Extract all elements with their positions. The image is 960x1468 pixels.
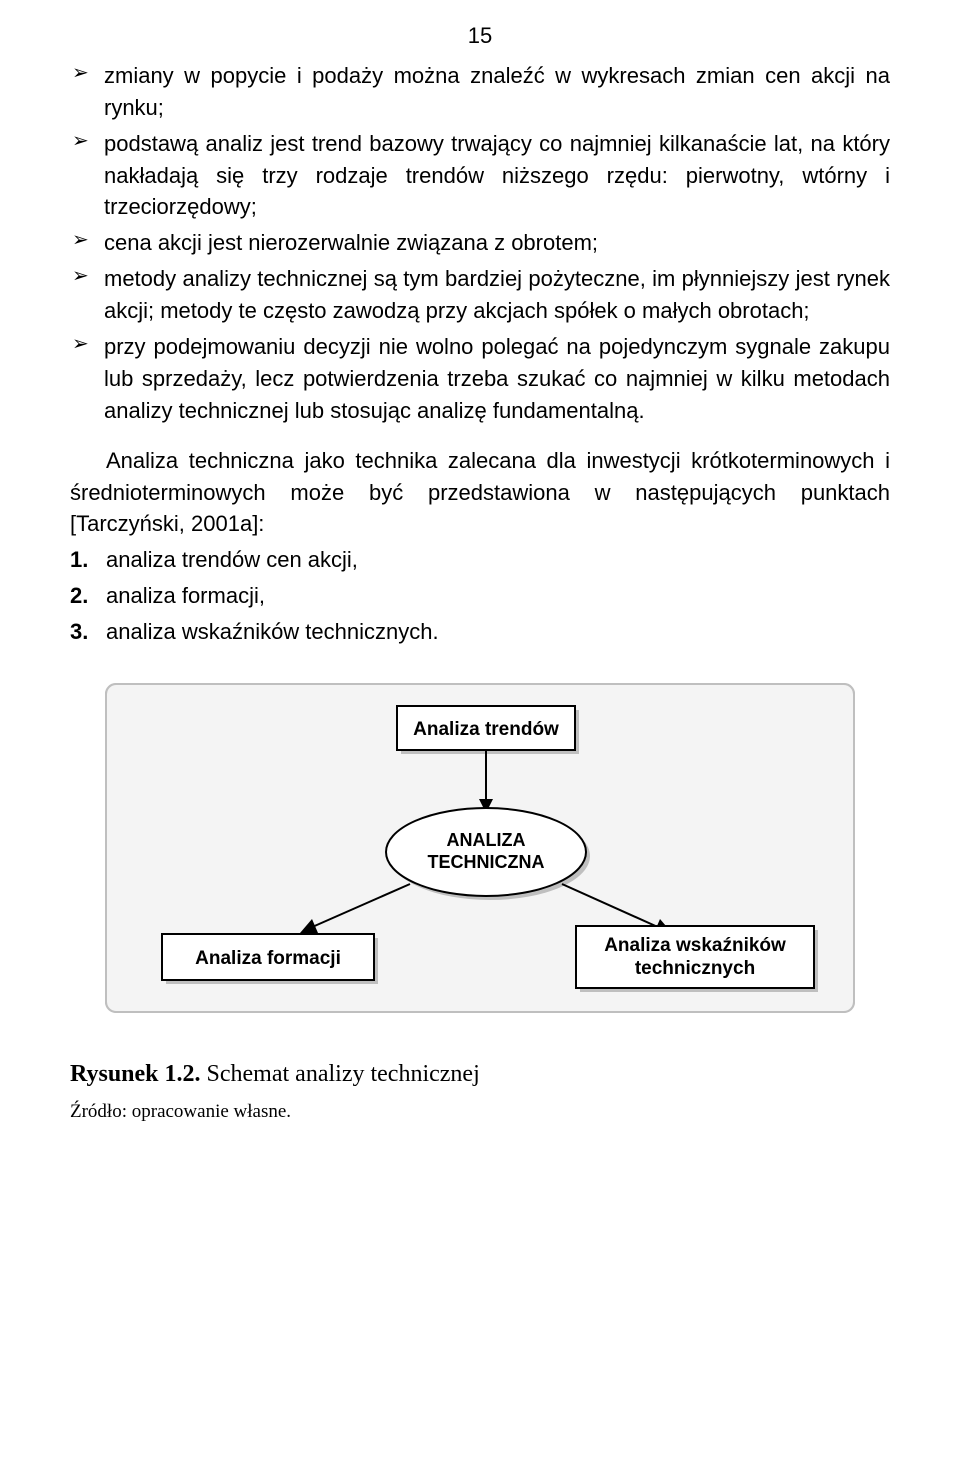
bullet-list: ➢ zmiany w popycie i podaży można znaleź… bbox=[70, 60, 890, 427]
number-marker: 1. bbox=[70, 544, 88, 576]
bullet-item: ➢ cena akcji jest nierozerwalnie związan… bbox=[70, 227, 890, 259]
figure-source: Źródło: opracowanie własne. bbox=[70, 1098, 890, 1126]
caption-rest: Schemat analizy technicznej bbox=[201, 1061, 480, 1087]
bullet-text: metody analizy technicznej są tym bardzi… bbox=[104, 266, 890, 323]
figure-caption: Rysunek 1.2. Schemat analizy technicznej bbox=[70, 1057, 890, 1092]
diagram-svg: Analiza trendów ANALIZA TECHNICZNA Anali… bbox=[100, 678, 860, 1018]
bullet-item: ➢ zmiany w popycie i podaży można znaleź… bbox=[70, 60, 890, 124]
bullet-text: przy podejmowaniu decyzji nie wolno pole… bbox=[104, 334, 890, 423]
number-marker: 3. bbox=[70, 616, 88, 648]
numbered-item: 2. analiza formacji, bbox=[70, 580, 890, 612]
intro-paragraph: Analiza techniczna jako technika zalecan… bbox=[70, 445, 890, 541]
bullet-icon: ➢ bbox=[72, 131, 89, 151]
center-node-label-2: TECHNICZNA bbox=[428, 852, 545, 872]
numbered-text: analiza wskaźników technicznych. bbox=[106, 619, 439, 644]
numbered-item: 1. analiza trendów cen akcji, bbox=[70, 544, 890, 576]
bullet-item: ➢ metody analizy technicznej są tym bard… bbox=[70, 263, 890, 327]
bullet-item: ➢ podstawą analiz jest trend bazowy trwa… bbox=[70, 128, 890, 224]
right-node-label-2: technicznych bbox=[635, 958, 755, 979]
left-node-label: Analiza formacji bbox=[195, 948, 341, 969]
numbered-item: 3. analiza wskaźników technicznych. bbox=[70, 616, 890, 648]
bullet-item: ➢ przy podejmowaniu decyzji nie wolno po… bbox=[70, 331, 890, 427]
diagram-container: Analiza trendów ANALIZA TECHNICZNA Anali… bbox=[100, 678, 860, 1027]
bullet-icon: ➢ bbox=[72, 63, 89, 83]
caption-bold: Rysunek 1.2. bbox=[70, 1061, 201, 1087]
right-node-label-1: Analiza wskaźników bbox=[604, 935, 786, 956]
bullet-text: zmiany w popycie i podaży można znaleźć … bbox=[104, 63, 890, 120]
bullet-text: cena akcji jest nierozerwalnie związana … bbox=[104, 230, 598, 255]
numbered-text: analiza formacji, bbox=[106, 583, 265, 608]
center-node-label-1: ANALIZA bbox=[447, 830, 526, 850]
numbered-text: analiza trendów cen akcji, bbox=[106, 547, 358, 572]
page-number: 15 bbox=[70, 20, 890, 52]
number-marker: 2. bbox=[70, 580, 88, 612]
bullet-icon: ➢ bbox=[72, 266, 89, 286]
bullet-icon: ➢ bbox=[72, 334, 89, 354]
top-node-label: Analiza trendów bbox=[413, 719, 559, 740]
bullet-icon: ➢ bbox=[72, 230, 89, 250]
numbered-list: 1. analiza trendów cen akcji, 2. analiza… bbox=[70, 544, 890, 648]
bullet-text: podstawą analiz jest trend bazowy trwają… bbox=[104, 131, 890, 220]
